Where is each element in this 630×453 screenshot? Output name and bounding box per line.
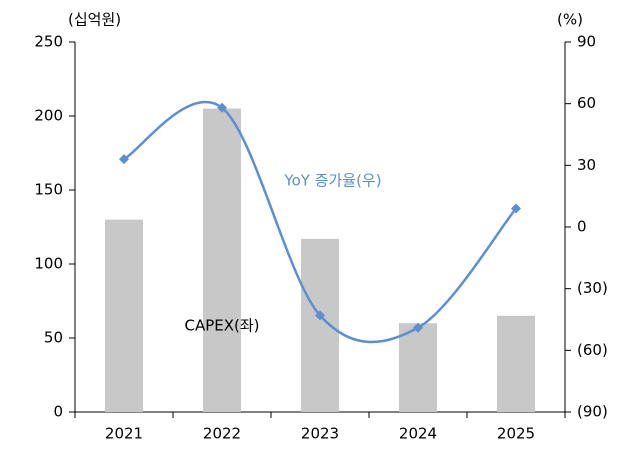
y2-tick-label: 60: [577, 94, 596, 112]
marker: [315, 310, 325, 321]
x-tick-label: 2021: [105, 425, 143, 443]
y2-tick-label: (60): [577, 341, 608, 359]
y-tick-label: 50: [44, 329, 63, 347]
y2-tick-label: 0: [577, 218, 587, 236]
line: [123, 100, 517, 344]
bar: [301, 238, 339, 412]
marker: [413, 322, 423, 333]
series-label: YoY 증가율(우): [283, 172, 381, 190]
bar: [203, 108, 241, 412]
bar: [497, 315, 535, 412]
y-tick-label: 100: [34, 255, 63, 273]
marker: [119, 154, 129, 165]
bar: [399, 323, 437, 412]
y2-axis-label: (%): [557, 11, 583, 29]
x-tick-label: 2023: [301, 425, 339, 443]
series-label: CAPEX(좌): [184, 317, 259, 335]
x-tick-label: 2025: [497, 425, 535, 443]
bar: [105, 219, 143, 412]
marker: [511, 203, 521, 214]
y2-tick-label: 30: [577, 156, 596, 174]
y2-tick-label: (90): [577, 403, 608, 421]
y-tick-label: 250: [34, 33, 63, 51]
x-tick-label: 2024: [399, 425, 437, 443]
y-tick-label: 150: [34, 181, 63, 199]
marker: [217, 102, 227, 113]
y-tick-label: 0: [53, 403, 63, 421]
y-axis-label: (십억원): [68, 11, 121, 29]
y-tick-label: 200: [34, 107, 63, 125]
y2-tick-label: (30): [577, 279, 608, 297]
x-tick-label: 2022: [203, 425, 241, 443]
y2-tick-label: 90: [577, 33, 596, 51]
